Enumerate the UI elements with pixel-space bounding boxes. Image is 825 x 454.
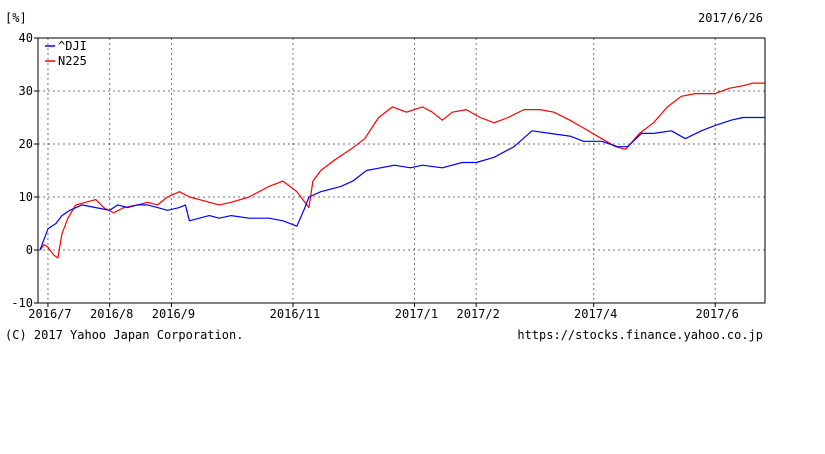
- series-line-n225: [39, 82, 765, 259]
- y-tick-label: 30: [19, 84, 33, 98]
- x-tick-label: 2017/1: [395, 307, 438, 321]
- source-url-link[interactable]: https://stocks.finance.yahoo.co.jp: [517, 328, 763, 342]
- x-tick-label: 2017/2: [457, 307, 500, 321]
- y-tick-label: 40: [19, 31, 33, 45]
- series-layer: [39, 82, 765, 259]
- date-label: 2017/6/26: [698, 11, 763, 25]
- axes: -10 0 10 20 30 40 2016/7 2016/8 2016/9 2016/11 201…: [11, 31, 766, 321]
- legend-label: N225: [58, 54, 87, 68]
- copyright-text: (C) 2017 Yahoo Japan Corporation.: [5, 328, 243, 342]
- x-tick-label: 2016/9: [152, 307, 195, 321]
- y-tick-label: 20: [19, 137, 33, 151]
- legend-label: ^DJI: [58, 39, 87, 53]
- x-tick-label: 2017/4: [574, 307, 617, 321]
- x-tick-label: 2016/7: [28, 307, 71, 321]
- y-tick-label: 0: [26, 243, 33, 257]
- y-tick-label: -10: [11, 296, 33, 310]
- y-tick-label: 10: [19, 190, 33, 204]
- x-tick-label: 2017/6: [696, 307, 739, 321]
- grid: [38, 38, 765, 303]
- series-line-dji: [39, 116, 765, 251]
- plot-frame: [37, 37, 766, 304]
- x-tick-label: 2016/8: [90, 307, 133, 321]
- unit-label: [%]: [5, 11, 27, 25]
- x-tick-label: 2016/11: [270, 307, 321, 321]
